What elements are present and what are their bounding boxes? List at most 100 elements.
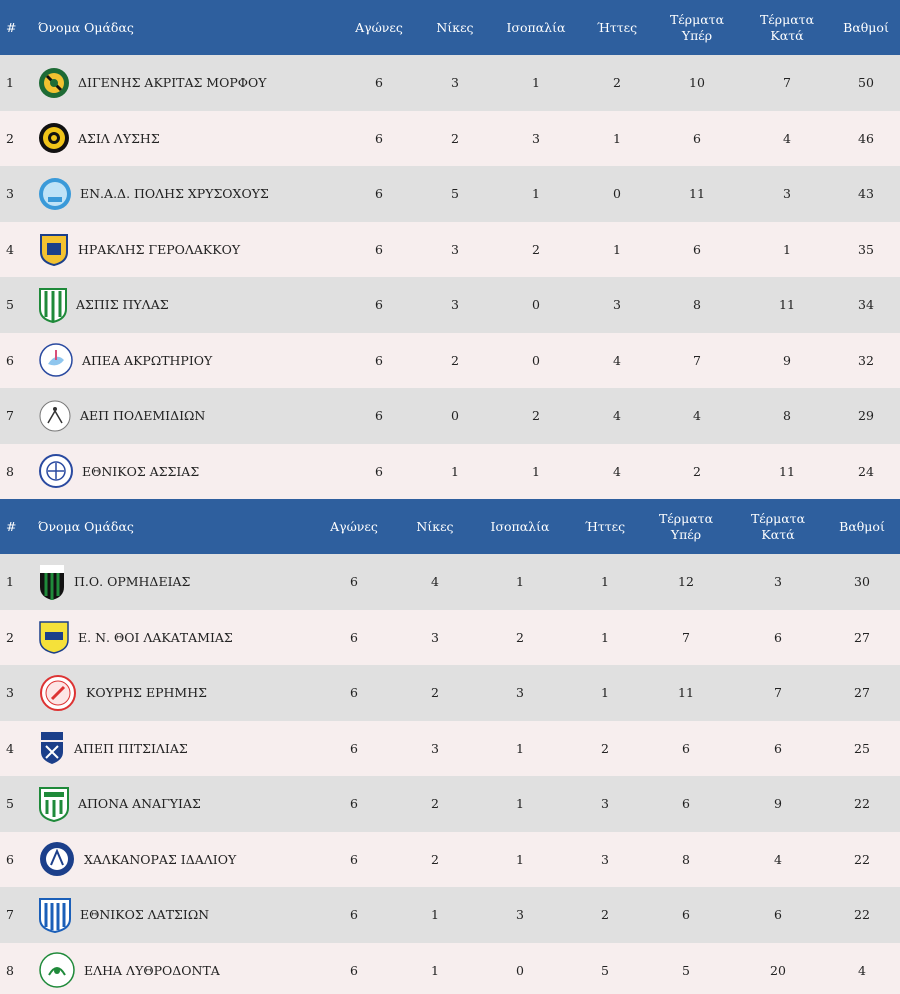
team-name[interactable]: ΑΠΕΑ ΑΚΡΩΤΗΡΙΟΥ: [82, 352, 213, 368]
team-name[interactable]: ΕΘΝΙΚΟΣ ΛΑΤΣΙΩΝ: [80, 907, 210, 923]
team-cell[interactable]: ΕΘΝΙΚΟΣ ΛΑΤΣΙΩΝ: [38, 887, 308, 943]
losses-cell: 3: [570, 776, 640, 832]
wins-cell: 3: [420, 277, 490, 333]
team-cell[interactable]: ΑΠΟΝΑ ΑΝΑΓΥΙΑΣ: [38, 776, 308, 832]
ga-cell: 4: [742, 110, 832, 166]
losses-cell: 3: [582, 277, 652, 333]
apea-crest-icon: [38, 342, 74, 378]
team-cell[interactable]: ΑΠΕΠ ΠΙΤΣΙΛΙΑΣ: [38, 720, 308, 776]
table-row: 2 ΑΣΙΛ ΛΥΣΗΣ 6 2 3 1 6 4 46: [0, 110, 900, 166]
losses-cell: 0: [582, 166, 652, 222]
gf-cell: 5: [640, 942, 732, 994]
wins-cell: 2: [400, 776, 470, 832]
team-cell[interactable]: ΗΡΑΚΛΗΣ ΓΕΡΟΛΑΚΚΟΥ: [38, 221, 338, 277]
points-cell: 29: [832, 388, 900, 444]
team-name[interactable]: ΕΝ.Α.Δ. ΠΟΛΗΣ ΧΡΥΣΟΧΟΥΣ: [80, 186, 269, 202]
team-cell[interactable]: ΚΟΥΡΗΣ ΕΡΗΜΗΣ: [38, 665, 308, 721]
ga-cell: 20: [732, 942, 824, 994]
team-name[interactable]: ΧΑΛΚΑΝΟΡΑΣ ΙΔΑΛΙΟΥ: [84, 851, 237, 867]
header-wins: Νίκες: [420, 0, 490, 55]
team-cell[interactable]: ΑΠΕΑ ΑΚΡΩΤΗΡΙΟΥ: [38, 332, 338, 388]
team-cell[interactable]: ΑΕΠ ΠΟΛΕΜΙΔΙΩΝ: [38, 388, 338, 444]
team-name[interactable]: Ε. Ν. ΘΟΙ ΛΑΚΑΤΑΜΙΑΣ: [78, 629, 233, 645]
team-cell[interactable]: Π.Ο. ΟΡΜΗΔΕΙΑΣ: [38, 554, 308, 610]
team-cell[interactable]: ΕΘΝΙΚΟΣ ΑΣΣΙΑΣ: [38, 443, 338, 499]
wins-cell: 3: [400, 609, 470, 665]
ga-cell: 4: [732, 831, 824, 887]
position-cell: 4: [0, 221, 38, 277]
ga-cell: 3: [742, 166, 832, 222]
table-row: 5 ΑΣΠΙΣ ΠΥΛΑΣ 6 3 0 3 8 11 34: [0, 277, 900, 333]
played-cell: 6: [338, 221, 420, 277]
header-team: Όνομα Ομάδας: [38, 0, 338, 55]
team-name[interactable]: ΗΡΑΚΛΗΣ ΓΕΡΟΛΑΚΚΟΥ: [78, 241, 241, 257]
header-ga: Τέρματα Κατά: [742, 0, 832, 55]
header-points: Βαθμοί: [832, 0, 900, 55]
standings-table-2: # Όνομα Ομάδας Αγώνες Νίκες Ισοπαλία Ήττες Τέρ…: [0, 499, 900, 994]
kouris-crest-icon: [38, 674, 78, 712]
played-cell: 6: [308, 942, 400, 994]
chalkanoras-crest-icon: [38, 840, 76, 878]
ga-cell: 6: [732, 609, 824, 665]
table-row: 8 ΕΘΝΙΚΟΣ ΑΣΣΙΑΣ 6 1 1 4 2 11 24: [0, 443, 900, 499]
team-cell[interactable]: ΕΝ.Α.Δ. ΠΟΛΗΣ ΧΡΥΣΟΧΟΥΣ: [38, 166, 338, 222]
team-name[interactable]: ΕΘΝΙΚΟΣ ΑΣΣΙΑΣ: [82, 463, 200, 479]
team-cell[interactable]: Ε. Ν. ΘΟΙ ΛΑΚΑΤΑΜΙΑΣ: [38, 609, 308, 665]
played-cell: 6: [338, 55, 420, 111]
header-gf: Τέρματα Υπέρ: [652, 0, 742, 55]
gf-cell: 8: [652, 277, 742, 333]
team-cell[interactable]: ΑΣΠΙΣ ΠΥΛΑΣ: [38, 277, 338, 333]
draws-cell: 3: [490, 110, 582, 166]
team-cell[interactable]: ΔΙΓΕΝΗΣ ΑΚΡΙΤΑΣ ΜΟΡΦΟΥ: [38, 55, 338, 111]
digenis-crest-icon: [38, 67, 70, 99]
team-name[interactable]: ΚΟΥΡΗΣ ΕΡΗΜΗΣ: [86, 685, 207, 701]
header-pos: #: [0, 0, 38, 55]
table-row: 4 ΑΠΕΠ ΠΙΤΣΙΛΙΑΣ 6 3 1 2 6 6 25: [0, 720, 900, 776]
played-cell: 6: [338, 443, 420, 499]
played-cell: 6: [338, 166, 420, 222]
team-name[interactable]: ΔΙΓΕΝΗΣ ΑΚΡΙΤΑΣ ΜΟΡΦΟΥ: [78, 75, 267, 91]
losses-cell: 1: [570, 554, 640, 610]
header-wins: Νίκες: [400, 499, 470, 554]
aspis-crest-icon: [38, 287, 68, 323]
team-name[interactable]: Π.Ο. ΟΡΜΗΔΕΙΑΣ: [74, 574, 191, 590]
draws-cell: 0: [490, 332, 582, 388]
position-cell: 1: [0, 554, 38, 610]
losses-cell: 2: [570, 887, 640, 943]
draws-cell: 1: [470, 720, 570, 776]
standings-table-1: # Όνομα Ομάδας Αγώνες Νίκες Ισοπαλία Ήττες Τέρ…: [0, 0, 900, 499]
losses-cell: 1: [582, 221, 652, 277]
wins-cell: 1: [400, 942, 470, 994]
played-cell: 6: [338, 388, 420, 444]
team-cell[interactable]: ΕΛΗΑ ΛΥΘΡΟΔΟΝΤΑ: [38, 942, 308, 994]
team-name[interactable]: ΕΛΗΑ ΛΥΘΡΟΔΟΝΤΑ: [84, 962, 220, 978]
enad-crest-icon: [38, 177, 72, 211]
gf-cell: 2: [652, 443, 742, 499]
header-team: Όνομα Ομάδας: [38, 499, 308, 554]
team-cell[interactable]: ΧΑΛΚΑΝΟΡΑΣ ΙΔΑΛΙΟΥ: [38, 831, 308, 887]
losses-cell: 4: [582, 443, 652, 499]
team-name[interactable]: ΑΠΟΝΑ ΑΝΑΓΥΙΑΣ: [78, 796, 201, 812]
points-cell: 27: [824, 609, 900, 665]
gf-cell: 12: [640, 554, 732, 610]
team-name[interactable]: ΑΣΙΛ ΛΥΣΗΣ: [78, 130, 160, 146]
team-cell[interactable]: ΑΣΙΛ ΛΥΣΗΣ: [38, 110, 338, 166]
team-name[interactable]: ΑΠΕΠ ΠΙΤΣΙΛΙΑΣ: [74, 740, 188, 756]
points-cell: 24: [832, 443, 900, 499]
played-cell: 6: [338, 277, 420, 333]
table-row: 7 ΑΕΠ ΠΟΛΕΜΙΔΙΩΝ 6 0 2 4 4 8 29: [0, 388, 900, 444]
asil-crest-icon: [38, 122, 70, 154]
table-row: 6 ΧΑΛΚΑΝΟΡΑΣ ΙΔΑΛΙΟΥ 6 2 1 3 8 4 22: [0, 831, 900, 887]
team-name[interactable]: ΑΕΠ ΠΟΛΕΜΙΔΙΩΝ: [80, 408, 206, 424]
draws-cell: 1: [490, 55, 582, 111]
losses-cell: 1: [570, 665, 640, 721]
position-cell: 8: [0, 942, 38, 994]
played-cell: 6: [308, 720, 400, 776]
draws-cell: 1: [470, 554, 570, 610]
ga-cell: 9: [732, 776, 824, 832]
played-cell: 6: [308, 831, 400, 887]
ga-cell: 7: [732, 665, 824, 721]
table-row: 1 ΔΙΓΕΝΗΣ ΑΚΡΙΤΑΣ ΜΟΡΦΟΥ 6 3 1 2 10 7 50: [0, 55, 900, 111]
table-row: 8 ΕΛΗΑ ΛΥΘΡΟΔΟΝΤΑ 6 1 0 5 5 20 4: [0, 942, 900, 994]
team-name[interactable]: ΑΣΠΙΣ ΠΥΛΑΣ: [76, 297, 169, 313]
